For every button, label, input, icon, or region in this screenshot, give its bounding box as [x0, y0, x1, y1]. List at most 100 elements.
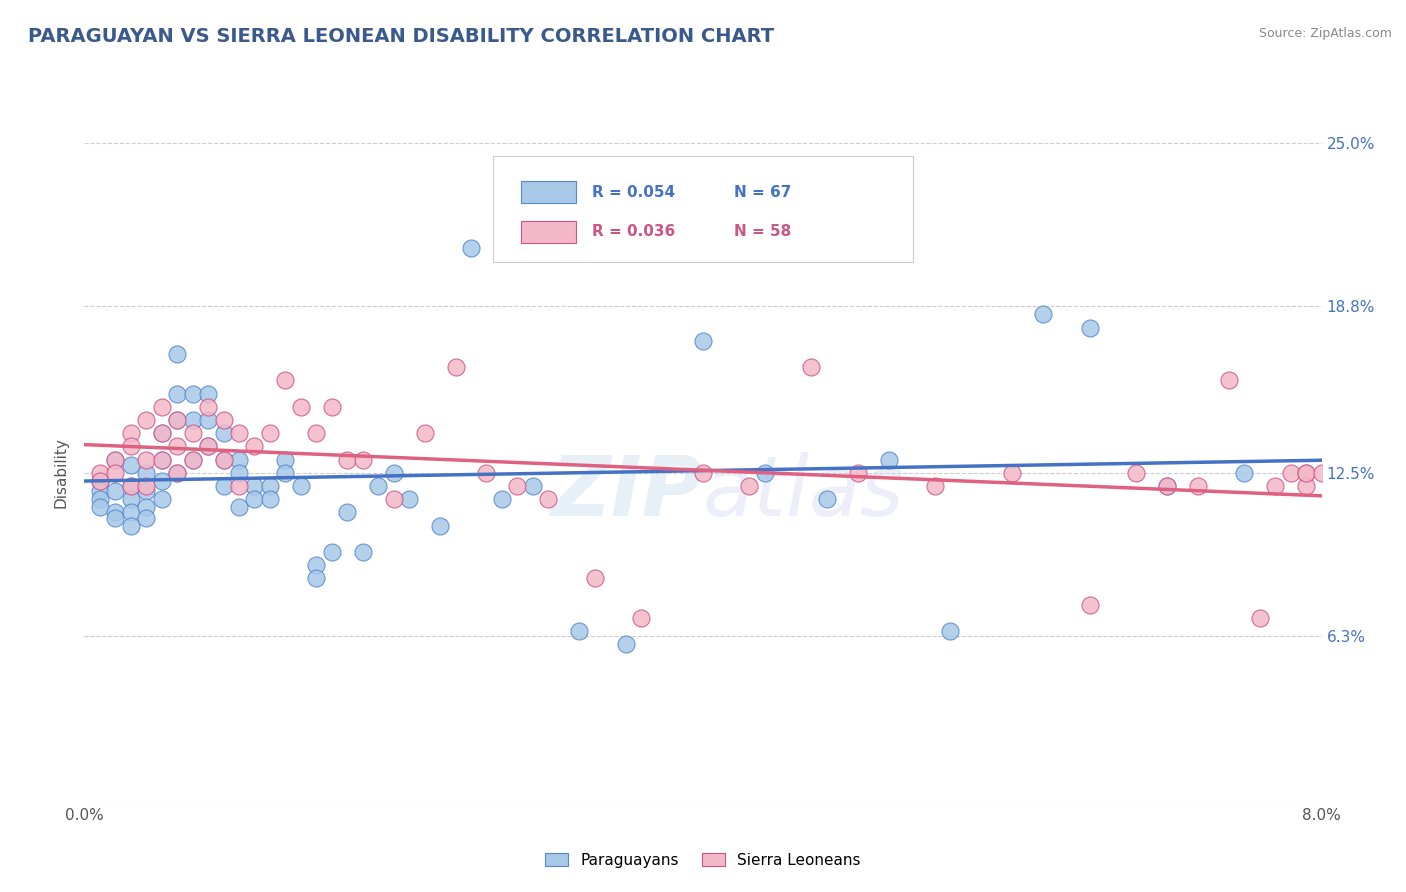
Point [1295, 479, 1317, 493]
Point [135, 484, 157, 499]
Point [1156, 479, 1178, 493]
Point [166, 413, 188, 427]
Point [135, 413, 157, 427]
Point [120, 439, 142, 453]
Point [197, 400, 219, 414]
Point [104, 505, 127, 519]
Point [120, 479, 142, 493]
Point [506, 479, 529, 493]
Point [166, 413, 188, 427]
Point [321, 545, 343, 559]
Point [181, 413, 204, 427]
Point [924, 479, 946, 493]
Point [336, 505, 359, 519]
Point [1295, 466, 1317, 480]
Point [630, 611, 652, 625]
Point [89, 492, 111, 507]
Text: atlas: atlas [703, 452, 904, 533]
Point [352, 452, 374, 467]
Point [212, 413, 235, 427]
Point [692, 466, 714, 480]
Point [212, 426, 235, 441]
Point [150, 400, 173, 414]
Point [228, 500, 250, 514]
Point [243, 439, 266, 453]
Point [1078, 598, 1101, 612]
Point [243, 492, 266, 507]
Point [104, 466, 127, 480]
Point [1249, 611, 1271, 625]
Point [150, 474, 173, 488]
Point [120, 518, 142, 533]
Point [1032, 307, 1054, 321]
Point [413, 426, 436, 441]
Point [475, 466, 498, 480]
Text: N = 58: N = 58 [734, 224, 792, 239]
Point [135, 500, 157, 514]
Point [135, 466, 157, 480]
Point [150, 492, 173, 507]
Point [1264, 479, 1286, 493]
Point [568, 624, 591, 639]
Point [305, 426, 328, 441]
Point [197, 386, 219, 401]
Point [166, 347, 188, 361]
Point [166, 386, 188, 401]
Point [150, 426, 173, 441]
Point [352, 545, 374, 559]
Point [120, 505, 142, 519]
Point [259, 479, 281, 493]
Point [150, 452, 173, 467]
Point [522, 479, 544, 493]
Point [181, 452, 204, 467]
Point [614, 637, 637, 651]
Point [212, 452, 235, 467]
Point [305, 571, 328, 585]
Point [120, 426, 142, 441]
Point [259, 426, 281, 441]
Y-axis label: Disability: Disability [53, 437, 69, 508]
Point [89, 500, 111, 514]
FancyBboxPatch shape [492, 156, 914, 261]
Point [104, 452, 127, 467]
Point [181, 452, 204, 467]
Point [197, 439, 219, 453]
Point [1295, 466, 1317, 480]
Point [738, 479, 761, 493]
Text: ZIP: ZIP [550, 452, 703, 533]
Point [150, 426, 173, 441]
Point [815, 492, 838, 507]
Point [166, 439, 188, 453]
Text: R = 0.054: R = 0.054 [592, 185, 675, 200]
Point [939, 624, 962, 639]
Point [1233, 466, 1256, 480]
Point [120, 479, 142, 493]
Point [321, 400, 343, 414]
Point [228, 426, 250, 441]
Text: N = 67: N = 67 [734, 185, 792, 200]
Point [336, 452, 359, 467]
Point [305, 558, 328, 573]
Point [181, 386, 204, 401]
Point [228, 466, 250, 480]
Point [243, 479, 266, 493]
Point [754, 466, 776, 480]
Point [367, 479, 389, 493]
Point [1218, 373, 1240, 387]
Point [1156, 479, 1178, 493]
Point [135, 452, 157, 467]
Point [398, 492, 420, 507]
Point [228, 452, 250, 467]
Point [1125, 466, 1147, 480]
Point [228, 479, 250, 493]
Point [181, 426, 204, 441]
Point [583, 571, 606, 585]
Point [692, 334, 714, 348]
Point [274, 466, 297, 480]
Text: Source: ZipAtlas.com: Source: ZipAtlas.com [1258, 27, 1392, 40]
Point [444, 360, 467, 375]
Point [120, 492, 142, 507]
Point [1310, 466, 1333, 480]
Point [1279, 466, 1302, 480]
Point [89, 474, 111, 488]
